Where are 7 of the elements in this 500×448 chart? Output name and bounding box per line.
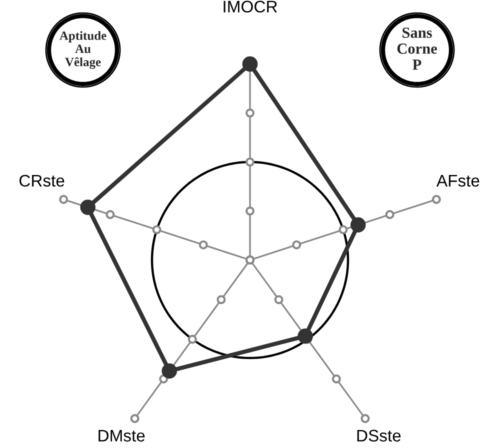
spoke-label: IMOCR	[224, 0, 277, 13]
spoke-label: DMste	[98, 430, 145, 442]
spoke-label: DSste	[357, 430, 401, 442]
text: Aptitude Au Vêlage	[60, 31, 106, 69]
text: Sans Corne P	[397, 28, 437, 70]
spoke-label: CRste	[19, 174, 64, 187]
spoke-label: AFste	[436, 174, 480, 187]
